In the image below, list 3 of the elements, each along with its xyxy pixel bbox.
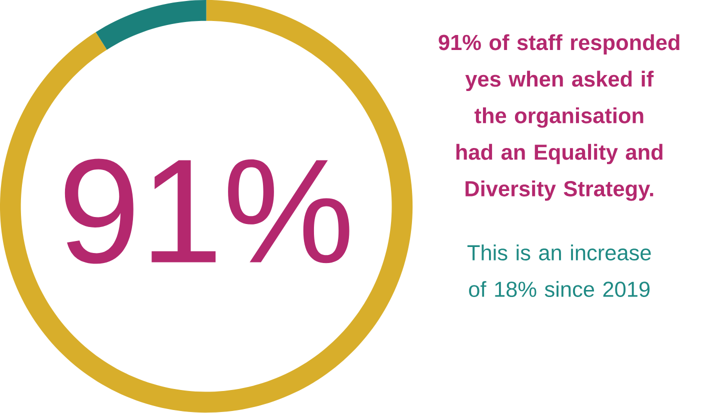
data-label: 91% — [64, 158, 350, 264]
text: 91% of staff responded yes when asked if the organisation had an Equality and Diversity Strategy. — [438, 34, 680, 202]
text: This is an increase of 18% since 2019 — [467, 244, 651, 298]
